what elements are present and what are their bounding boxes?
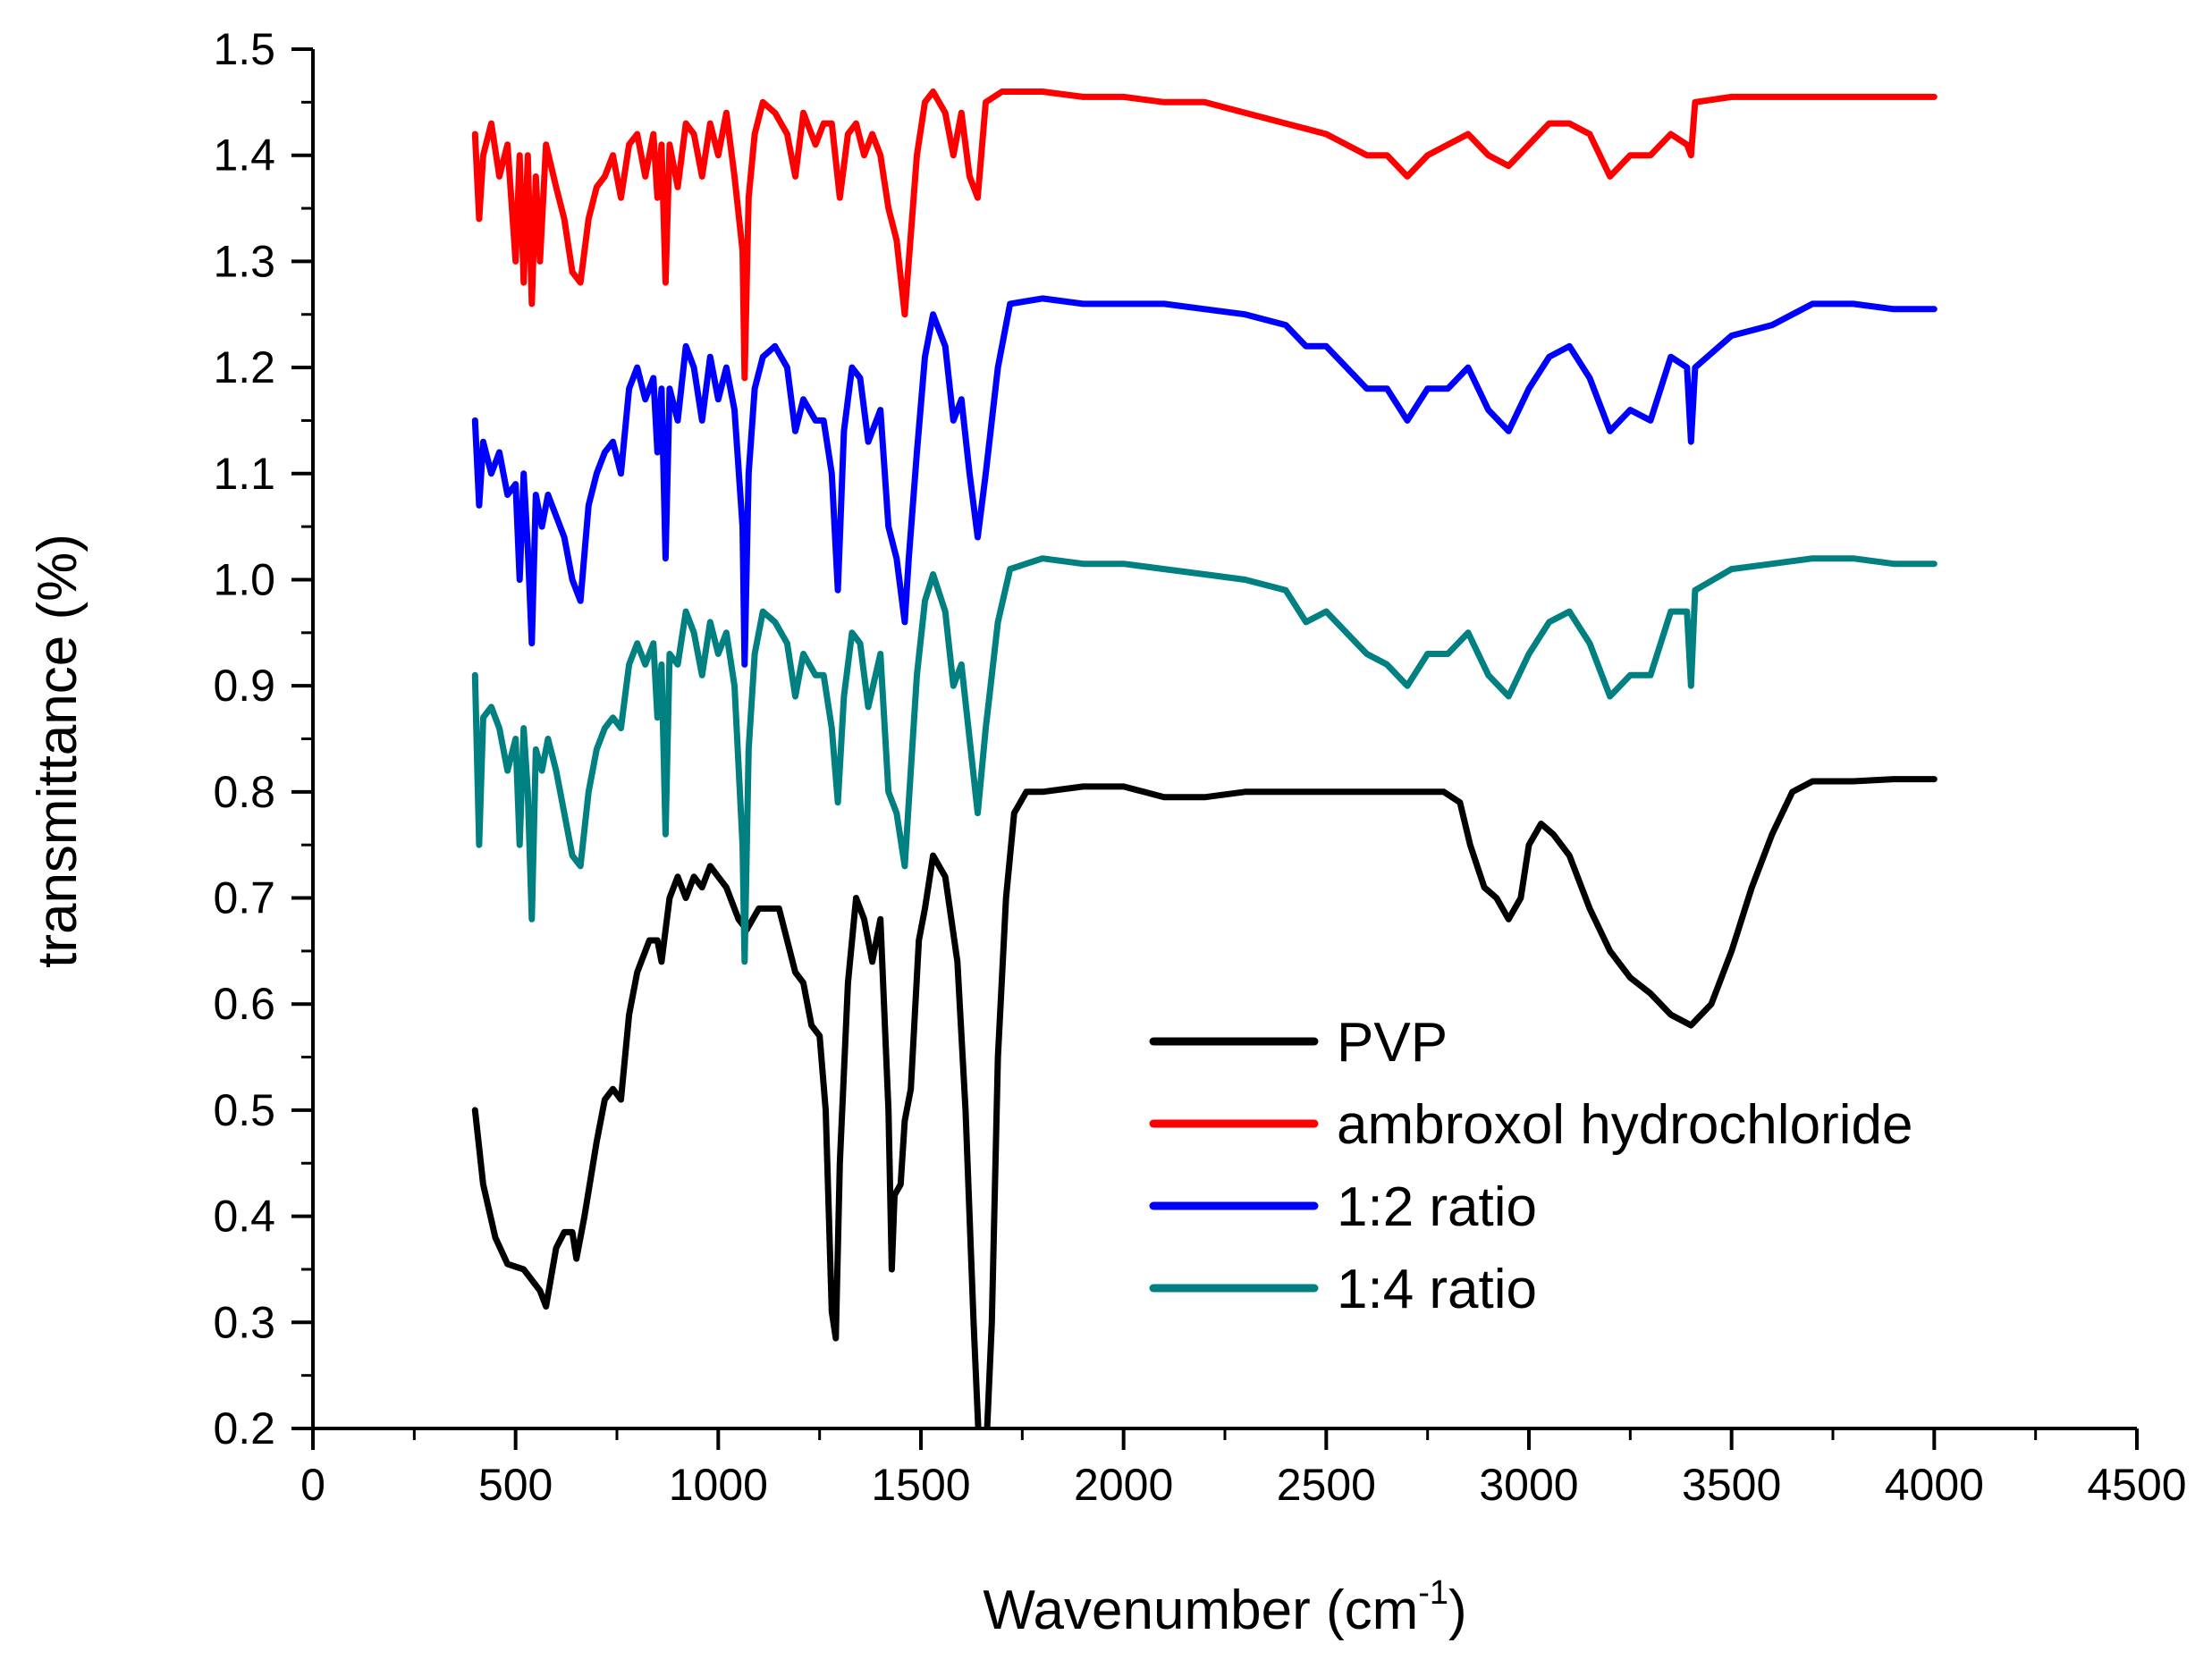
y-tick-label: 1.3 — [213, 236, 275, 286]
x-tick-label: 3500 — [1682, 1460, 1781, 1510]
y-tick-label: 0.4 — [213, 1192, 275, 1242]
y-tick-label: 1.0 — [213, 554, 275, 604]
y-tick-label: 0.2 — [213, 1403, 275, 1454]
series-layer — [471, 88, 1938, 1428]
x-tick-label: 1000 — [669, 1460, 768, 1510]
x-tick-label: 4000 — [1885, 1460, 1984, 1510]
y-axis-title: transmittance (%) — [27, 534, 89, 968]
series-line-pvp — [471, 776, 1938, 1428]
y-tick-label: 0.7 — [213, 873, 275, 923]
x-axis-title-superscript: -1 — [1418, 1574, 1448, 1612]
legend-label: ambroxol hydrochloride — [1337, 1094, 1912, 1156]
x-axis-title-close: ) — [1448, 1580, 1467, 1641]
y-tick-label: 1.4 — [213, 131, 275, 181]
legend-label: 1:2 ratio — [1337, 1176, 1537, 1238]
x-axis-title: Wavenumber (cm-1) — [983, 1574, 1466, 1641]
x-tick-label: 2500 — [1277, 1460, 1376, 1510]
x-tick-label: 4500 — [2087, 1460, 2186, 1510]
y-tick-label: 0.6 — [213, 979, 275, 1029]
y-tick-label: 1.2 — [213, 342, 275, 392]
y-tick-label: 1.1 — [213, 449, 275, 499]
y-tick-label: 0.8 — [213, 767, 275, 817]
x-tick-label: 3000 — [1479, 1460, 1578, 1510]
x-tick-label: 1500 — [871, 1460, 970, 1510]
x-axis-title-main: Wavenumber (cm — [983, 1580, 1418, 1641]
series-line-1-2-ratio — [471, 295, 1938, 668]
legend: PVP ambroxol hydrochloride 1:2 ratio 1:4 ra… — [1149, 1012, 1912, 1320]
axes-layer: 0.2 0.3 0.4 0.5 0.6 0.7 0.8 0.9 1.0 1.1 1.2 1.3 1.4 1… — [213, 24, 2186, 1510]
y-tick-label: 0.5 — [213, 1085, 275, 1135]
y-tick-label: 0.9 — [213, 661, 275, 711]
legend-label: PVP — [1337, 1012, 1448, 1074]
legend-label: 1:4 ratio — [1337, 1259, 1537, 1320]
y-tick-label: 0.3 — [213, 1297, 275, 1347]
y-tick-label: 1.5 — [213, 24, 275, 74]
x-tick-label: 500 — [478, 1460, 553, 1510]
x-tick-label: 0 — [300, 1460, 325, 1510]
x-tick-label: 2000 — [1074, 1460, 1173, 1510]
series-line-1-4-ratio — [471, 555, 1938, 965]
series-line-ambroxol-hydrochloride — [471, 88, 1938, 382]
